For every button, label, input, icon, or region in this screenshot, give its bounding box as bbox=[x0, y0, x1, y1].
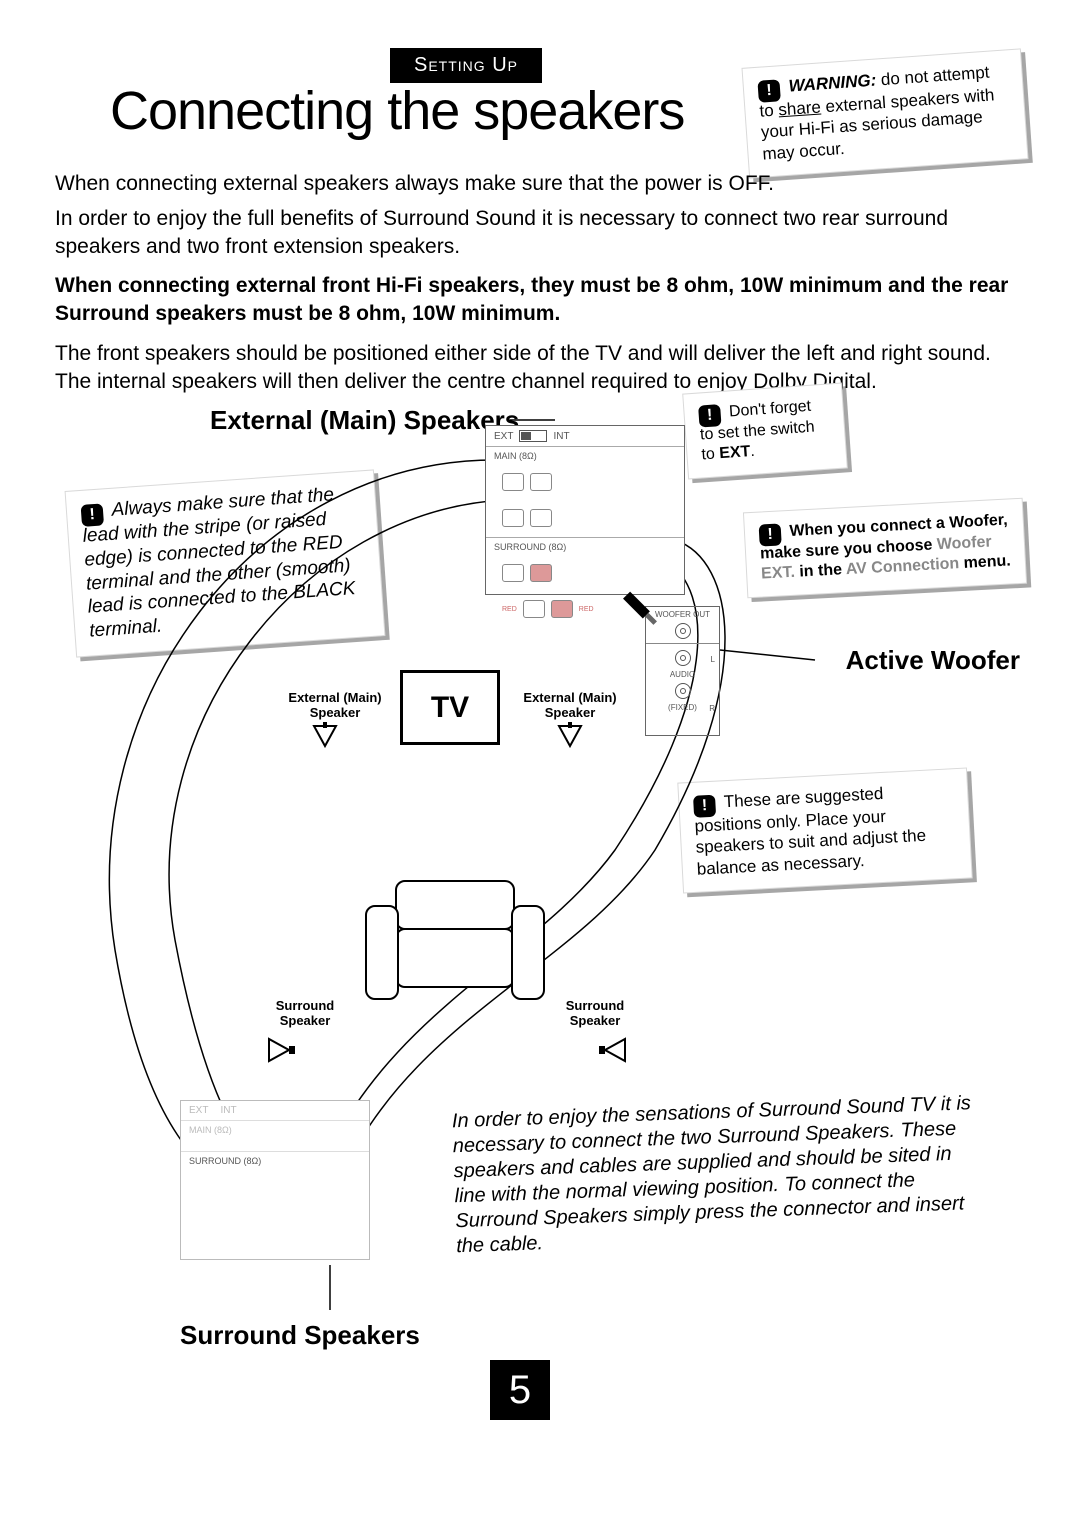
bottom-terminal-panel: EXT INT MAIN (8Ω) SURROUND (8Ω) bbox=[180, 1100, 370, 1260]
tv-icon: TV bbox=[400, 670, 500, 745]
audio-jack-r-icon bbox=[675, 683, 691, 699]
ext-int-switch-icon bbox=[519, 430, 547, 442]
label-surround-speaker-right: Surround Speaker bbox=[545, 998, 645, 1028]
label-surround-speaker-left: Surround Speaker bbox=[255, 998, 355, 1028]
woofer-jack-icon bbox=[675, 623, 691, 639]
label-external-speaker-left: External (Main) Speaker bbox=[280, 690, 390, 720]
page-number: 5 bbox=[490, 1360, 550, 1420]
couch-icon bbox=[365, 880, 545, 1010]
speaker-surround-left-icon bbox=[265, 1035, 299, 1065]
heading-surround-speakers: Surround Speakers bbox=[180, 1320, 420, 1351]
speaker-front-right-icon bbox=[555, 722, 585, 752]
speaker-front-left-icon bbox=[310, 722, 340, 752]
label-external-speaker-right: External (Main) Speaker bbox=[515, 690, 625, 720]
position-paragraph: The front speakers should be positioned … bbox=[55, 340, 1025, 397]
page-title: Connecting the speakers bbox=[110, 80, 684, 142]
audio-jack-l-icon bbox=[675, 650, 691, 666]
connection-diagram: EXT INT MAIN (8Ω) SURROUND (8Ω) REDRED W… bbox=[55, 400, 1025, 1320]
warning-strong: WARNING: bbox=[788, 71, 877, 96]
speaker-surround-right-icon bbox=[595, 1035, 629, 1065]
woofer-panel: WOOFER OUT AUDIO (FIXED) L R bbox=[645, 606, 720, 736]
top-terminal-panel: EXT INT MAIN (8Ω) SURROUND (8Ω) REDRED bbox=[485, 425, 685, 595]
intro-paragraph-1: When connecting external speakers always… bbox=[55, 170, 1025, 198]
warning-icon: ! bbox=[757, 79, 780, 102]
intro-paragraph-2: In order to enjoy the full benefits of S… bbox=[55, 205, 1025, 262]
spec-paragraph: When connecting external front Hi-Fi spe… bbox=[55, 272, 1025, 329]
manual-page: Setting Up Connecting the speakers ! WAR… bbox=[0, 0, 1080, 1525]
section-tab: Setting Up bbox=[390, 48, 542, 83]
warning-note: ! WARNING: do not attempt to share exter… bbox=[741, 48, 1028, 178]
